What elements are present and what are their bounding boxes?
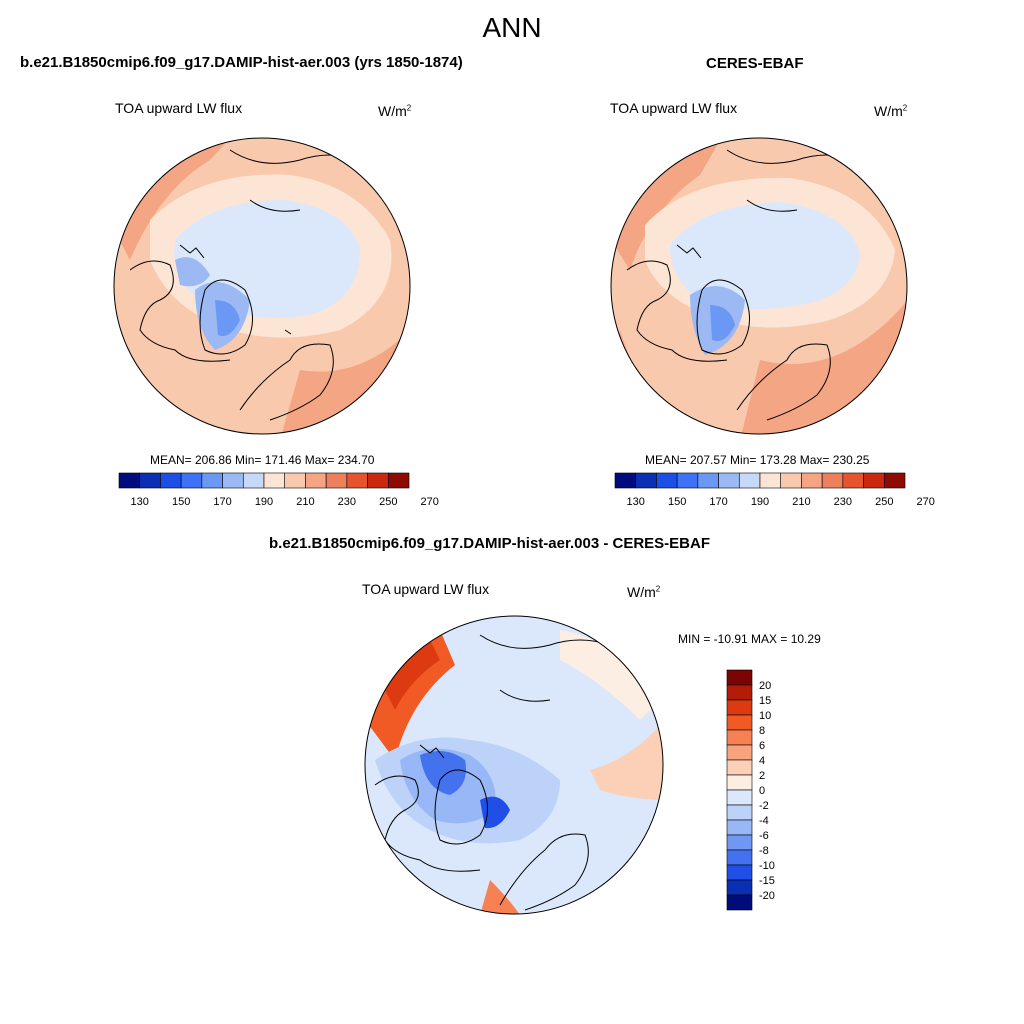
model-colorbar-tick: 210 — [296, 496, 314, 508]
diff-colorbar-swatch — [726, 894, 753, 911]
obs-colorbar-tick: 170 — [709, 496, 727, 508]
diff-colorbar-tick: -4 — [759, 815, 769, 827]
model-colorbar-tick: 170 — [213, 496, 231, 508]
diff-colorbar-tick: 8 — [759, 725, 765, 737]
model-colorbar-swatch — [387, 472, 410, 489]
diff-colorbar-tick: 0 — [759, 785, 765, 797]
model-colorbar-tick: 250 — [379, 496, 397, 508]
model-colorbar-tick: 230 — [338, 496, 356, 508]
diff-colorbar-swatch — [726, 714, 753, 731]
model-stats: MEAN= 206.86 Min= 171.46 Max= 234.70 — [150, 453, 375, 467]
diff-colorbar-tick: 2 — [759, 770, 765, 782]
diff-colorbar-tick: -8 — [759, 845, 769, 857]
diff-variable-label: TOA upward LW flux — [362, 581, 490, 597]
diff-colorbar-swatch — [726, 804, 753, 821]
model-panel-title: b.e21.B1850cmip6.f09_g17.DAMIP-hist-aer.… — [20, 54, 463, 71]
model-variable-label: TOA upward LW flux — [115, 100, 243, 116]
diff-colorbar-swatch — [726, 864, 753, 881]
obs-colorbar-tick: 270 — [917, 496, 935, 508]
model-colorbar-tick: 270 — [421, 496, 439, 508]
diff-colorbar-tick: 10 — [759, 710, 771, 722]
diff-colorbar-swatch — [726, 849, 753, 866]
diff-colorbar-swatch — [726, 699, 753, 716]
obs-colorbar-tick: 250 — [875, 496, 893, 508]
diff-colorbar-tick: 4 — [759, 755, 765, 767]
obs-variable-label: TOA upward LW flux — [610, 100, 738, 116]
diff-colorbar-tick: -20 — [759, 890, 775, 902]
diff-colorbar-swatch — [726, 774, 753, 791]
diff-units-label: W/m2 — [627, 584, 661, 600]
diff-colorbar-tick: -15 — [759, 875, 775, 887]
diff-colorbar-swatch — [726, 879, 753, 896]
model-colorbar-tick: 190 — [255, 496, 273, 508]
obs-colorbar-tick: 210 — [792, 496, 810, 508]
diff-colorbar-swatch — [726, 729, 753, 746]
diff-colorbar-tick: 6 — [759, 740, 765, 752]
obs-stats: MEAN= 207.57 Min= 173.28 Max= 230.25 — [645, 453, 870, 467]
diff-colorbar-swatch — [726, 684, 753, 701]
diff-colorbar-swatch — [726, 759, 753, 776]
diff-colorbar-tick: 20 — [759, 680, 771, 692]
diff-colorbar-tick: 15 — [759, 695, 771, 707]
diff-colorbar-tick: -10 — [759, 860, 775, 872]
diff-colorbar-swatch — [726, 819, 753, 836]
obs-colorbar-tick: 230 — [834, 496, 852, 508]
obs-panel-title: CERES-EBAF — [706, 55, 804, 72]
obs-units-label: W/m2 — [874, 103, 908, 119]
model-colorbar-tick: 150 — [172, 496, 190, 508]
figure-title: ANN — [482, 12, 542, 43]
obs-colorbar-swatch — [883, 472, 906, 489]
model-units-label: W/m2 — [378, 103, 412, 119]
diff-colorbar-swatch — [726, 789, 753, 806]
diff-colorbar-tick: -2 — [759, 800, 769, 812]
model-colorbar-tick: 130 — [131, 496, 149, 508]
obs-colorbar-tick: 150 — [668, 496, 686, 508]
diff-stats: MIN = -10.91 MAX = 10.29 — [678, 632, 821, 646]
obs-colorbar-tick: 190 — [751, 496, 769, 508]
obs-colorbar-tick: 130 — [627, 496, 645, 508]
diff-colorbar-tick: -6 — [759, 830, 769, 842]
diff-colorbar-swatch — [726, 669, 753, 686]
diff-colorbar-swatch — [726, 744, 753, 761]
diff-colorbar-swatch — [726, 834, 753, 851]
diff-panel-title: b.e21.B1850cmip6.f09_g17.DAMIP-hist-aer.… — [269, 535, 710, 552]
